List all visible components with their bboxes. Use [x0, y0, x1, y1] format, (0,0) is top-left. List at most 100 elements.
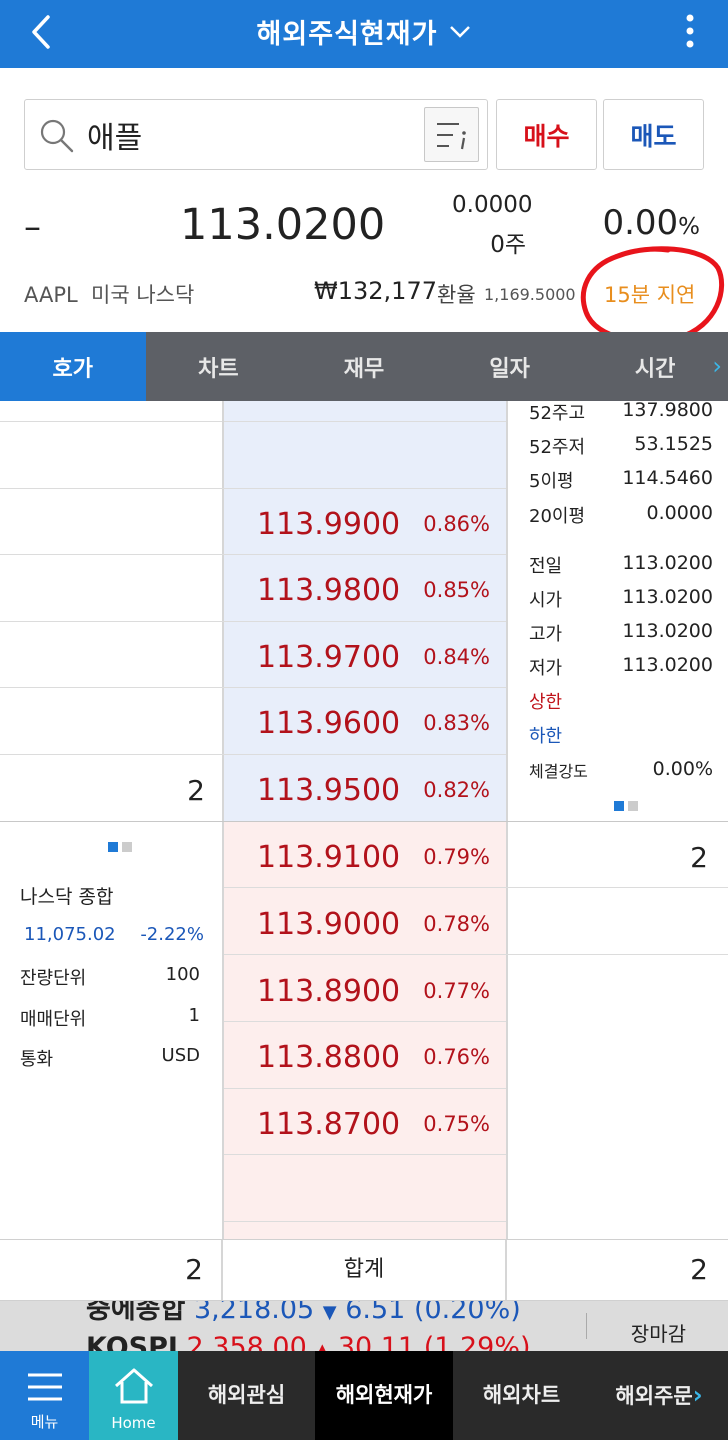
tab-bar: 호가 차트 재무 일자 시간 › — [0, 332, 728, 401]
total-bid-qty: 2 — [690, 1253, 708, 1286]
row-line — [0, 554, 506, 555]
sell-button[interactable]: 매도 — [603, 99, 704, 170]
back-button[interactable] — [22, 12, 62, 52]
delay-notice: 15분 지연 — [604, 283, 696, 307]
page-indicator[interactable] — [614, 801, 638, 811]
stock-search-box — [24, 99, 488, 170]
bottom-nav: 메뉴 Home 해외관심 해외현재가 해외차트 해외주문› — [0, 1351, 728, 1440]
more-vertical-icon — [686, 14, 694, 48]
chevron-down-icon — [450, 25, 471, 38]
ask-area — [223, 401, 507, 821]
row-line — [224, 1221, 506, 1222]
row-line — [224, 954, 728, 955]
index-change: -2.22% — [140, 924, 204, 945]
stat-row-lower-limit: 하한 — [529, 726, 563, 747]
ticker-line: 중에종합 3,218.05 ▼ 6.51 (0.20%) — [86, 1301, 521, 1325]
search-icon — [40, 119, 74, 153]
stock-stats-panel: 52주고 137.9800 52주저 53.1525 5이평 114.5460 20이… — [507, 399, 728, 1239]
ticker-symbol: AAPL — [24, 283, 78, 307]
home-icon — [115, 1368, 153, 1404]
red-circle-annotation — [580, 246, 725, 344]
row-line — [0, 621, 506, 622]
total-row: 2 합계 2 — [0, 1239, 728, 1301]
tab-time[interactable]: 시간 — [634, 356, 676, 382]
change-sign: – — [24, 207, 41, 247]
tab-financials[interactable]: 재무 — [343, 356, 385, 382]
column-divider — [506, 401, 508, 1239]
order-book: 113.9900 0.86% 113.9800 0.85% 113.9700 0… — [0, 399, 728, 1239]
title-dropdown[interactable]: 해외주식현재가 — [0, 12, 728, 51]
row-line — [0, 488, 506, 489]
index-value: 11,075.02 — [24, 924, 116, 945]
nav-home-label: Home — [111, 1414, 156, 1432]
price-column — [223, 401, 507, 1239]
nav-home-button[interactable]: Home — [89, 1351, 178, 1440]
stat-row: 저가 113.0200 — [529, 654, 713, 679]
app-header: 해외주식현재가 — [0, 0, 728, 68]
total-ask-cell: 2 — [0, 1240, 223, 1300]
more-options-button[interactable] — [680, 12, 700, 52]
change-percent: 0.00% — [602, 203, 700, 243]
list-info-icon — [437, 123, 466, 150]
stat-row: 52주저 53.1525 — [529, 433, 713, 458]
column-divider — [222, 401, 224, 1239]
total-label: 합계 — [223, 1240, 507, 1300]
bid-area — [223, 821, 507, 1239]
tab-chart[interactable]: 차트 — [198, 356, 239, 382]
row-line — [224, 1021, 506, 1022]
stock-search-input[interactable] — [87, 114, 417, 156]
tab-daily[interactable]: 일자 — [489, 356, 530, 382]
row-line — [0, 421, 222, 422]
divider — [586, 1313, 587, 1339]
nav-menu-button[interactable]: 메뉴 — [0, 1351, 89, 1440]
nav-overseas-order[interactable]: 해외주문› — [615, 1381, 703, 1409]
chevron-right-icon[interactable]: › — [712, 352, 722, 380]
page-indicator[interactable] — [108, 842, 132, 852]
stat-row: 5이평 114.5460 — [529, 467, 713, 492]
nav-menu-label: 메뉴 — [30, 1413, 59, 1431]
ticker-market: AAPL 미국 나스닥 — [24, 279, 194, 309]
stat-row: 시가 113.0200 — [529, 586, 713, 611]
chevron-left-icon — [32, 15, 50, 49]
ask-quantity: 2 — [187, 774, 205, 807]
market-ticker[interactable]: 중에종합 3,218.05 ▼ 6.51 (0.20%) KOSPI 2,358… — [0, 1301, 728, 1351]
won-price: ₩132,177 — [314, 277, 437, 305]
stat-row: 체결강도 0.00% — [529, 758, 713, 781]
stock-info-button[interactable] — [424, 107, 479, 162]
row-line — [224, 887, 728, 888]
stat-row: 52주고 137.9800 — [529, 399, 713, 424]
fx-rate: 1,169.5000 — [484, 285, 576, 304]
ticker-line: KOSPI 2,358.00 ▲ 30.11 (1.29%) — [86, 1332, 531, 1351]
stat-row: 고가 113.0200 — [529, 620, 713, 645]
info-row: 잔량단위 100 — [20, 964, 200, 989]
mid-line — [0, 821, 728, 822]
buy-button[interactable]: 매수 — [496, 99, 597, 170]
stat-row: 전일 113.0200 — [529, 552, 713, 577]
tab-orderbook[interactable]: 호가 — [0, 332, 146, 401]
total-ask-qty: 2 — [185, 1253, 203, 1286]
bid-quantity: 2 — [690, 841, 708, 874]
price-change: 0.0000 — [452, 192, 533, 218]
stat-row: 20이평 0.0000 — [529, 502, 713, 527]
hamburger-icon — [28, 1373, 62, 1401]
index-quote: 11,075.02 -2.22% — [24, 924, 204, 945]
fx-label: 환율 — [437, 283, 476, 307]
index-name: 나스닥 종합 — [20, 886, 114, 908]
info-row: 통화 USD — [20, 1045, 200, 1070]
market-info-panel: 나스닥 종합 11,075.02 -2.22% 잔량단위 100 매매단위 1 통화… — [0, 401, 223, 1239]
page-title: 해외주식현재가 — [256, 19, 438, 50]
row-line — [0, 687, 506, 688]
market-status: 장마감 — [630, 1322, 686, 1346]
row-line — [224, 421, 506, 422]
nav-overseas-chart[interactable]: 해외차트 — [482, 1383, 561, 1407]
trade-volume: 0주 — [490, 232, 526, 258]
current-price: 113.0200 — [180, 200, 386, 250]
nav-overseas-watchlist[interactable]: 해외관심 — [207, 1383, 286, 1407]
chevron-right-icon: › — [692, 1381, 703, 1409]
stat-row-upper-limit: 상한 — [529, 692, 563, 713]
row-line — [224, 1154, 506, 1155]
info-row: 매매단위 1 — [20, 1005, 200, 1030]
row-line — [224, 1088, 506, 1089]
nav-overseas-quote[interactable]: 해외현재가 — [315, 1351, 453, 1440]
